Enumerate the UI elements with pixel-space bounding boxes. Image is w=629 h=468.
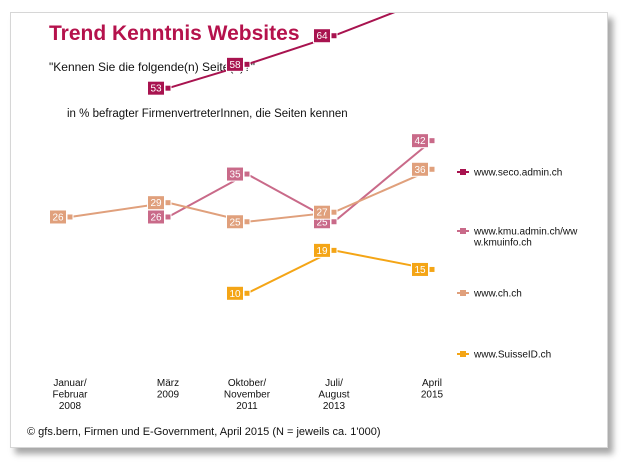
data-label: 64 bbox=[316, 31, 328, 42]
data-label-box bbox=[147, 195, 165, 211]
data-point bbox=[428, 165, 436, 173]
x-tick-label: März 2009 bbox=[157, 378, 180, 401]
data-label-box bbox=[147, 80, 165, 96]
x-tick-label: Januar/Februar 2008 bbox=[52, 378, 88, 412]
data-label: 25 bbox=[316, 217, 328, 228]
legend-marker bbox=[460, 351, 466, 357]
x-tick-label: April 2015 bbox=[421, 378, 444, 401]
data-label: 27 bbox=[316, 208, 328, 219]
data-label: 29 bbox=[150, 198, 162, 209]
data-label: 36 bbox=[414, 165, 426, 176]
data-label-box bbox=[226, 285, 244, 301]
data-label: 25 bbox=[229, 217, 241, 228]
data-label: 19 bbox=[316, 246, 328, 257]
data-point bbox=[243, 218, 251, 226]
data-point bbox=[330, 218, 338, 226]
data-point bbox=[66, 213, 74, 221]
series-group: 53586472www.seco.admin.ch bbox=[147, 13, 562, 179]
data-label-box bbox=[411, 133, 429, 149]
data-point bbox=[428, 137, 436, 145]
chart-title: Trend Kenntnis Websites bbox=[49, 22, 300, 45]
x-tick-label: Oktober/November 2011 bbox=[224, 378, 271, 412]
data-label-box bbox=[49, 209, 67, 225]
legend-label: www.seco.admin.ch bbox=[473, 168, 562, 179]
data-label-box bbox=[313, 204, 331, 220]
data-point bbox=[164, 84, 172, 92]
chart-frame: Trend Kenntnis Websites "Kennen Sie die … bbox=[10, 12, 608, 448]
data-label: 10 bbox=[229, 289, 241, 300]
legend-marker bbox=[460, 290, 466, 296]
data-point bbox=[164, 213, 172, 221]
data-point bbox=[243, 289, 251, 297]
data-label: 15 bbox=[414, 265, 426, 276]
data-label-box bbox=[226, 166, 244, 182]
chart-subtitle: "Kennen Sie die folgende(n) Seite(n)?" bbox=[49, 60, 255, 74]
data-point bbox=[243, 170, 251, 178]
data-label: 35 bbox=[229, 170, 241, 181]
unit-note: in % befragter FirmenvertreterInnen, die… bbox=[67, 108, 348, 120]
data-point bbox=[330, 246, 338, 254]
series-line bbox=[167, 139, 433, 223]
series-line bbox=[167, 13, 396, 90]
data-point bbox=[330, 208, 338, 216]
legend-label: www.SuisseID.ch bbox=[473, 350, 551, 361]
data-point bbox=[164, 199, 172, 207]
legend-marker bbox=[460, 169, 466, 175]
data-label-box bbox=[226, 56, 244, 72]
legend-label: www.kmu.admin.ch/ww w.kmuinfo.ch bbox=[473, 227, 578, 249]
series-group: 10 19 15 www.SuisseID.ch bbox=[226, 242, 551, 361]
legend-label: www.ch.ch bbox=[473, 289, 522, 300]
data-label: 42 bbox=[414, 136, 426, 147]
line-chart: Januar/Februar 2008 März 2009 Oktober/Novemb… bbox=[49, 13, 578, 412]
data-label-box bbox=[313, 28, 331, 44]
data-label: 26 bbox=[150, 212, 162, 223]
series-line bbox=[246, 249, 433, 295]
data-label: 26 bbox=[52, 212, 64, 223]
data-label-box bbox=[313, 242, 331, 258]
data-point bbox=[428, 265, 436, 273]
data-label: 53 bbox=[150, 84, 162, 95]
data-label-box bbox=[411, 261, 429, 277]
legend-marker bbox=[460, 228, 466, 234]
x-tick-label: Juli/August 2013 bbox=[318, 378, 349, 412]
data-label-box bbox=[411, 161, 429, 177]
data-point bbox=[330, 32, 338, 40]
data-point bbox=[243, 60, 251, 68]
data-label-box bbox=[226, 214, 244, 230]
data-label: 58 bbox=[229, 60, 241, 71]
series-group: 26 35 25 42 www.kmu.admin.ch/ww w.kmuinfo.ch bbox=[147, 133, 578, 249]
source-note: © gfs.bern, Firmen und E-Government, Apr… bbox=[27, 426, 381, 438]
